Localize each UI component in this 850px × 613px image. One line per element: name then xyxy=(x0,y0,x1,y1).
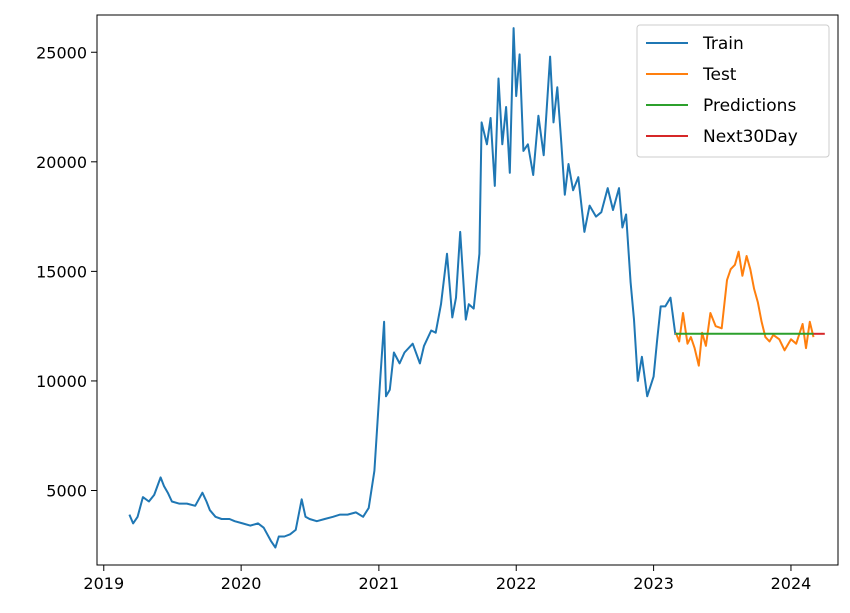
x-tick-label: 2022 xyxy=(496,574,537,593)
legend-label-test: Test xyxy=(702,65,737,85)
series-line-train xyxy=(128,27,677,549)
y-tick-label: 5000 xyxy=(46,481,87,500)
legend: Train Test Predictions Next30Day xyxy=(636,24,830,158)
plot-frame xyxy=(96,14,839,566)
y-tick-label: 20000 xyxy=(36,153,87,172)
legend-label-train: Train xyxy=(702,34,744,54)
x-tick-label: 2023 xyxy=(633,574,674,593)
x-tick-label: 2019 xyxy=(83,574,124,593)
legend-box xyxy=(636,24,830,158)
axis-layer: 2019 2020 2021 2022 2023 2024 5000 10000 15000 20… xyxy=(36,43,811,593)
x-tick-label: 2021 xyxy=(359,574,400,593)
x-tick-label: 2024 xyxy=(771,574,812,593)
series-layer xyxy=(128,27,825,549)
series-line-test xyxy=(674,250,815,367)
legend-label-next30day: Next30Day xyxy=(703,127,798,147)
y-tick-label: 25000 xyxy=(36,43,87,62)
y-tick-label: 10000 xyxy=(36,372,87,391)
x-tick-label: 2020 xyxy=(221,574,262,593)
legend-label-predictions: Predictions xyxy=(703,96,796,116)
y-tick-label: 15000 xyxy=(36,262,87,281)
